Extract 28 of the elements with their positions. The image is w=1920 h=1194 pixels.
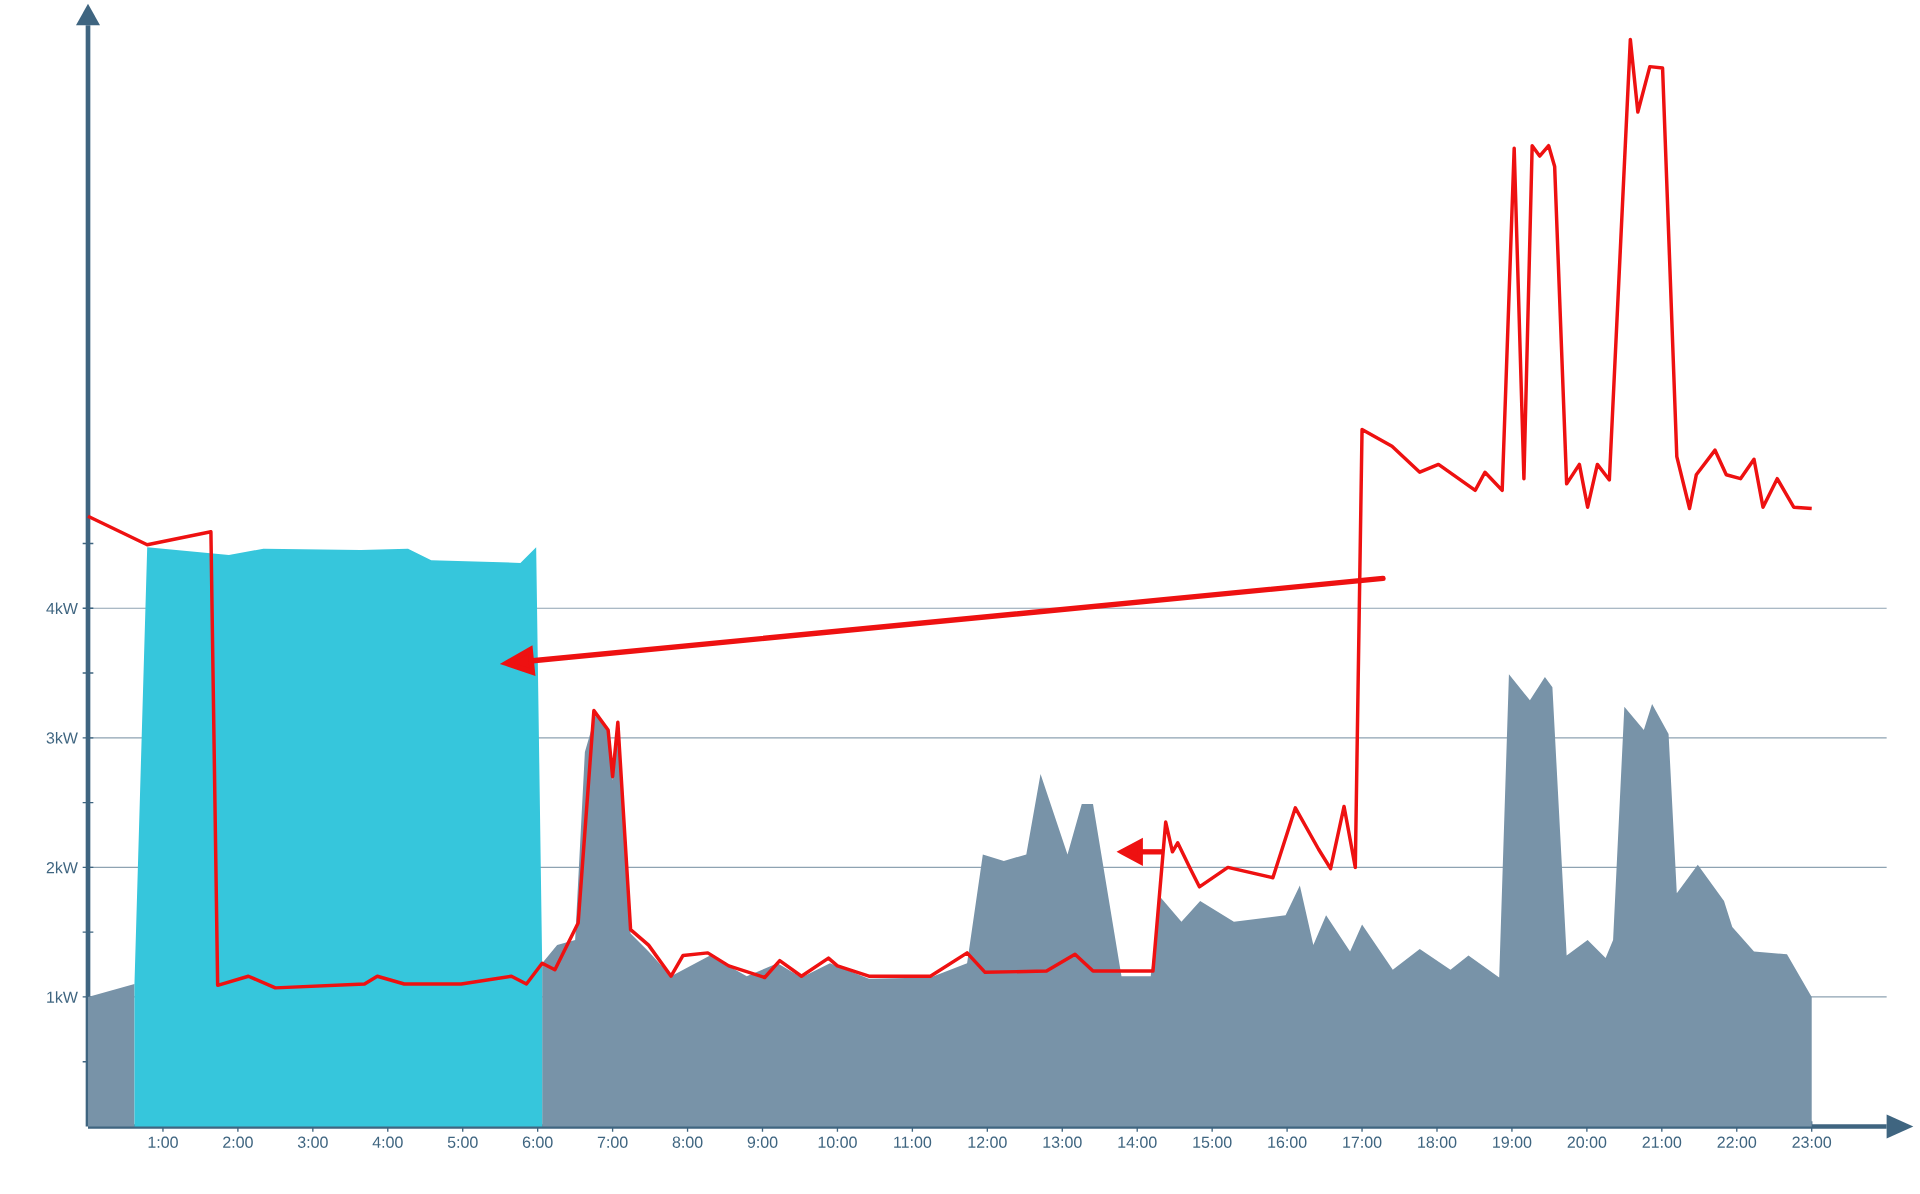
x-tick-label: 13:00 bbox=[1043, 1136, 1082, 1148]
x-tick-label: 9:00 bbox=[747, 1136, 778, 1148]
x-tick-label: 6:00 bbox=[522, 1136, 553, 1148]
x-tick-label: 21:00 bbox=[1642, 1136, 1682, 1148]
y-tick-label: 1kW bbox=[47, 991, 78, 1003]
x-tick-label: 15:00 bbox=[1193, 1136, 1232, 1148]
x-tick-label: 11:00 bbox=[894, 1136, 932, 1148]
x-tick-label: 3:00 bbox=[297, 1136, 328, 1148]
y-tick-label: 3kW bbox=[46, 731, 78, 744]
x-tick-label: 2:00 bbox=[223, 1136, 253, 1148]
x-tick-label: 5:00 bbox=[447, 1136, 478, 1148]
x-tick-label: 12:00 bbox=[968, 1136, 1007, 1148]
x-tick-label: 7:00 bbox=[597, 1136, 628, 1148]
x-tick-label: 16:00 bbox=[1268, 1136, 1307, 1148]
line-series bbox=[86, 37, 1814, 990]
x-tick-label: 23:00 bbox=[1792, 1136, 1832, 1148]
x-tick-label: 1:00 bbox=[148, 1136, 178, 1148]
x-tick-label: 14:00 bbox=[1118, 1136, 1157, 1148]
y-tick-label: 2kW bbox=[46, 861, 78, 874]
x-tick-label: 4:00 bbox=[372, 1136, 403, 1148]
x-tick-label: 22:00 bbox=[1717, 1136, 1757, 1148]
x-tick-label: 8:00 bbox=[672, 1136, 703, 1148]
x-tick-label: 20:00 bbox=[1567, 1136, 1607, 1148]
x-tick-label: 19:00 bbox=[1493, 1136, 1532, 1148]
x-tick-label: 18:00 bbox=[1418, 1136, 1457, 1148]
x-tick-label: 17:00 bbox=[1343, 1136, 1382, 1148]
x-tick-label: 10:00 bbox=[818, 1136, 857, 1148]
y-tick-label: 4kW bbox=[46, 602, 78, 615]
